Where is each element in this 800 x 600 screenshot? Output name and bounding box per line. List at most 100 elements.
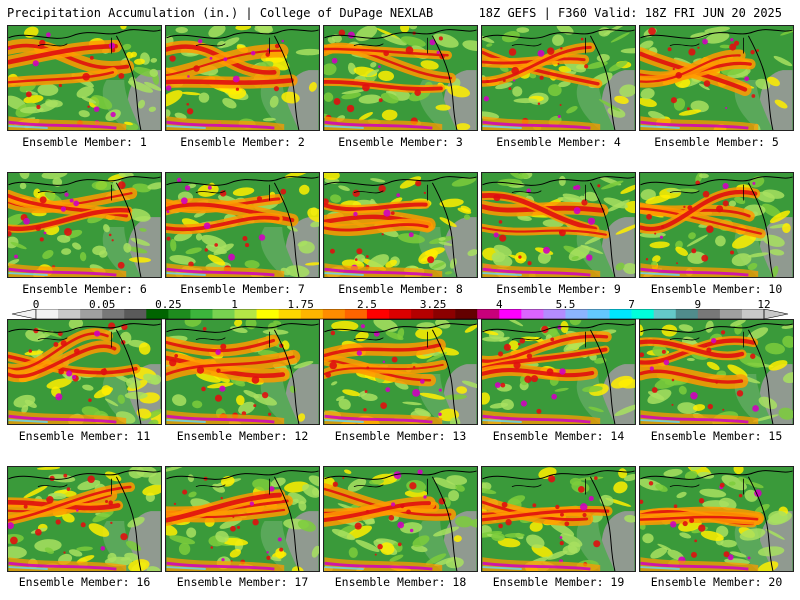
colorbar-swatch bbox=[587, 309, 610, 319]
precip-map bbox=[7, 319, 162, 425]
colorbar-swatch bbox=[653, 309, 677, 319]
precip-map bbox=[7, 172, 162, 278]
precip-map bbox=[481, 25, 636, 131]
colorbar-swatch bbox=[741, 309, 765, 319]
colorbar-max-arrow bbox=[763, 309, 789, 320]
colorbar-swatch bbox=[719, 309, 743, 319]
ensemble-member-panel: Ensemble Member: 20 bbox=[639, 466, 794, 589]
ensemble-member-panel: Ensemble Member: 13 bbox=[323, 319, 478, 443]
member-label: Ensemble Member: 16 bbox=[18, 575, 151, 589]
member-label: Ensemble Member: 15 bbox=[650, 429, 783, 443]
colorbar-swatch bbox=[344, 309, 368, 319]
colorbar: 0 0.05 0.25 1 1.75 2.5 3.25 4 5.5 7 9 12 bbox=[0, 298, 800, 320]
colorbar-tick-label: 2.5 bbox=[356, 298, 377, 311]
member-label: Ensemble Member: 18 bbox=[334, 575, 467, 589]
member-label: Ensemble Member: 2 bbox=[180, 135, 305, 149]
colorbar-swatch bbox=[80, 309, 103, 319]
member-label: Ensemble Member: 5 bbox=[654, 135, 779, 149]
member-label: Ensemble Member: 11 bbox=[18, 429, 151, 443]
colorbar-swatch bbox=[234, 309, 257, 319]
member-label: Ensemble Member: 7 bbox=[180, 282, 305, 296]
colorbar-swatch bbox=[256, 309, 279, 319]
colorbar-swatch bbox=[697, 309, 721, 319]
ensemble-member-panel: Ensemble Member: 16 bbox=[7, 466, 162, 589]
colorbar-tick-label: 0.05 bbox=[88, 298, 116, 311]
precip-map bbox=[323, 172, 478, 278]
colorbar-swatch bbox=[411, 309, 434, 319]
colorbar-tick-label: 3.25 bbox=[419, 298, 447, 311]
map-title: Precipitation Accumulation (in.) | Colle… bbox=[7, 6, 434, 20]
precip-map bbox=[639, 25, 794, 131]
ensemble-member-panel: Ensemble Member: 9 bbox=[481, 172, 636, 296]
member-label: Ensemble Member: 10 bbox=[650, 282, 783, 296]
ensemble-member-panel: Ensemble Member: 14 bbox=[481, 319, 636, 443]
colorbar-tick-label: 1.75 bbox=[287, 298, 314, 311]
colorbar-swatch bbox=[102, 309, 125, 319]
colorbar-swatch bbox=[124, 309, 147, 319]
colorbar-swatch bbox=[36, 309, 59, 319]
colorbar-swatch bbox=[565, 309, 588, 319]
precip-map bbox=[323, 319, 478, 425]
colorbar-tick-label: 5.5 bbox=[555, 298, 576, 311]
colorbar-ticks: 0 0.05 0.25 1 1.75 2.5 3.25 4 5.5 7 9 12 bbox=[0, 298, 800, 311]
precip-map bbox=[165, 172, 320, 278]
ensemble-member-panel: Ensemble Member: 18 bbox=[323, 466, 478, 589]
colorbar-swatches bbox=[11, 309, 789, 320]
ensemble-member-panel: Ensemble Member: 15 bbox=[639, 319, 794, 443]
precip-map bbox=[639, 319, 794, 425]
member-label: Ensemble Member: 19 bbox=[492, 575, 625, 589]
header: Precipitation Accumulation (in.) | Colle… bbox=[0, 0, 800, 24]
colorbar-tick-label: 0 bbox=[32, 298, 40, 311]
colorbar-swatch bbox=[609, 309, 632, 319]
member-label: Ensemble Member: 3 bbox=[338, 135, 463, 149]
member-label: Ensemble Member: 17 bbox=[176, 575, 309, 589]
precip-map bbox=[481, 319, 636, 425]
precip-map bbox=[165, 466, 320, 572]
member-label: Ensemble Member: 9 bbox=[496, 282, 621, 296]
colorbar-tick-label: 4 bbox=[495, 298, 503, 311]
member-label: Ensemble Member: 20 bbox=[650, 575, 783, 589]
colorbar-swatch bbox=[388, 309, 412, 319]
colorbar-min-arrow bbox=[11, 309, 37, 320]
colorbar-swatch bbox=[322, 309, 346, 319]
colorbar-tick-label: 9 bbox=[694, 298, 702, 311]
precip-map bbox=[481, 466, 636, 572]
colorbar-swatch bbox=[278, 309, 302, 319]
colorbar-swatch bbox=[168, 309, 191, 319]
precip-map bbox=[481, 172, 636, 278]
precip-map bbox=[639, 172, 794, 278]
ensemble-member-panel: Ensemble Member: 8 bbox=[323, 172, 478, 296]
colorbar-swatch bbox=[300, 309, 324, 319]
ensemble-member-panel: Ensemble Member: 11 bbox=[7, 319, 162, 443]
member-label: Ensemble Member: 8 bbox=[338, 282, 463, 296]
colorbar-tick-label: 12 bbox=[757, 298, 771, 311]
ensemble-member-panel: Ensemble Member: 12 bbox=[165, 319, 320, 443]
member-label: Ensemble Member: 12 bbox=[176, 429, 309, 443]
member-label: Ensemble Member: 4 bbox=[496, 135, 621, 149]
colorbar-swatch bbox=[366, 309, 390, 319]
colorbar-swatch bbox=[521, 309, 544, 319]
colorbar-swatch bbox=[58, 309, 81, 319]
ensemble-member-panel: Ensemble Member: 2 bbox=[165, 25, 320, 149]
colorbar-swatch bbox=[631, 309, 654, 319]
precip-map bbox=[165, 25, 320, 131]
precip-map bbox=[7, 25, 162, 131]
colorbar-swatch bbox=[146, 309, 169, 319]
ensemble-member-panel: Ensemble Member: 3 bbox=[323, 25, 478, 149]
ensemble-member-panel: Ensemble Member: 6 bbox=[7, 172, 162, 296]
colorbar-swatch bbox=[190, 309, 213, 319]
ensemble-member-panel: Ensemble Member: 4 bbox=[481, 25, 636, 149]
colorbar-tick-label: 7 bbox=[628, 298, 635, 311]
colorbar-swatch bbox=[543, 309, 566, 319]
member-label: Ensemble Member: 14 bbox=[492, 429, 625, 443]
colorbar-swatch bbox=[212, 309, 235, 319]
colorbar-tick-label: 0.25 bbox=[155, 298, 182, 311]
precip-map bbox=[639, 466, 794, 572]
precip-map bbox=[7, 466, 162, 572]
colorbar-swatch bbox=[433, 309, 456, 319]
ensemble-member-panel: Ensemble Member: 10 bbox=[639, 172, 794, 296]
ensemble-member-panel: Ensemble Member: 17 bbox=[165, 466, 320, 589]
ensemble-member-panel: Ensemble Member: 7 bbox=[165, 172, 320, 296]
colorbar-swatch bbox=[499, 309, 522, 319]
colorbar-tick-label: 1 bbox=[231, 298, 238, 311]
